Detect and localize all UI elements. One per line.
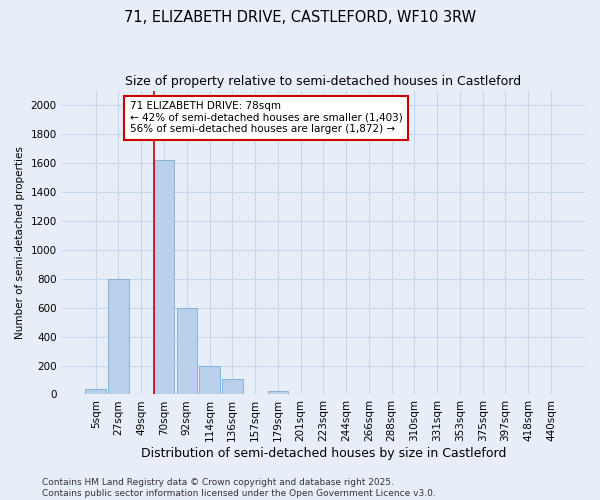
Bar	[108, 278, 129, 394]
X-axis label: Distribution of semi-detached houses by size in Castleford: Distribution of semi-detached houses by …	[140, 447, 506, 460]
Bar	[85, 388, 106, 394]
Bar	[176, 308, 197, 394]
Y-axis label: Number of semi-detached properties: Number of semi-detached properties	[15, 146, 25, 339]
Bar	[268, 391, 288, 394]
Text: 71, ELIZABETH DRIVE, CASTLEFORD, WF10 3RW: 71, ELIZABETH DRIVE, CASTLEFORD, WF10 3R…	[124, 10, 476, 25]
Bar	[154, 160, 174, 394]
Bar	[222, 378, 242, 394]
Text: 71 ELIZABETH DRIVE: 78sqm
← 42% of semi-detached houses are smaller (1,403)
56% : 71 ELIZABETH DRIVE: 78sqm ← 42% of semi-…	[130, 101, 403, 134]
Bar	[199, 366, 220, 394]
Title: Size of property relative to semi-detached houses in Castleford: Size of property relative to semi-detach…	[125, 75, 521, 88]
Text: Contains HM Land Registry data © Crown copyright and database right 2025.
Contai: Contains HM Land Registry data © Crown c…	[42, 478, 436, 498]
